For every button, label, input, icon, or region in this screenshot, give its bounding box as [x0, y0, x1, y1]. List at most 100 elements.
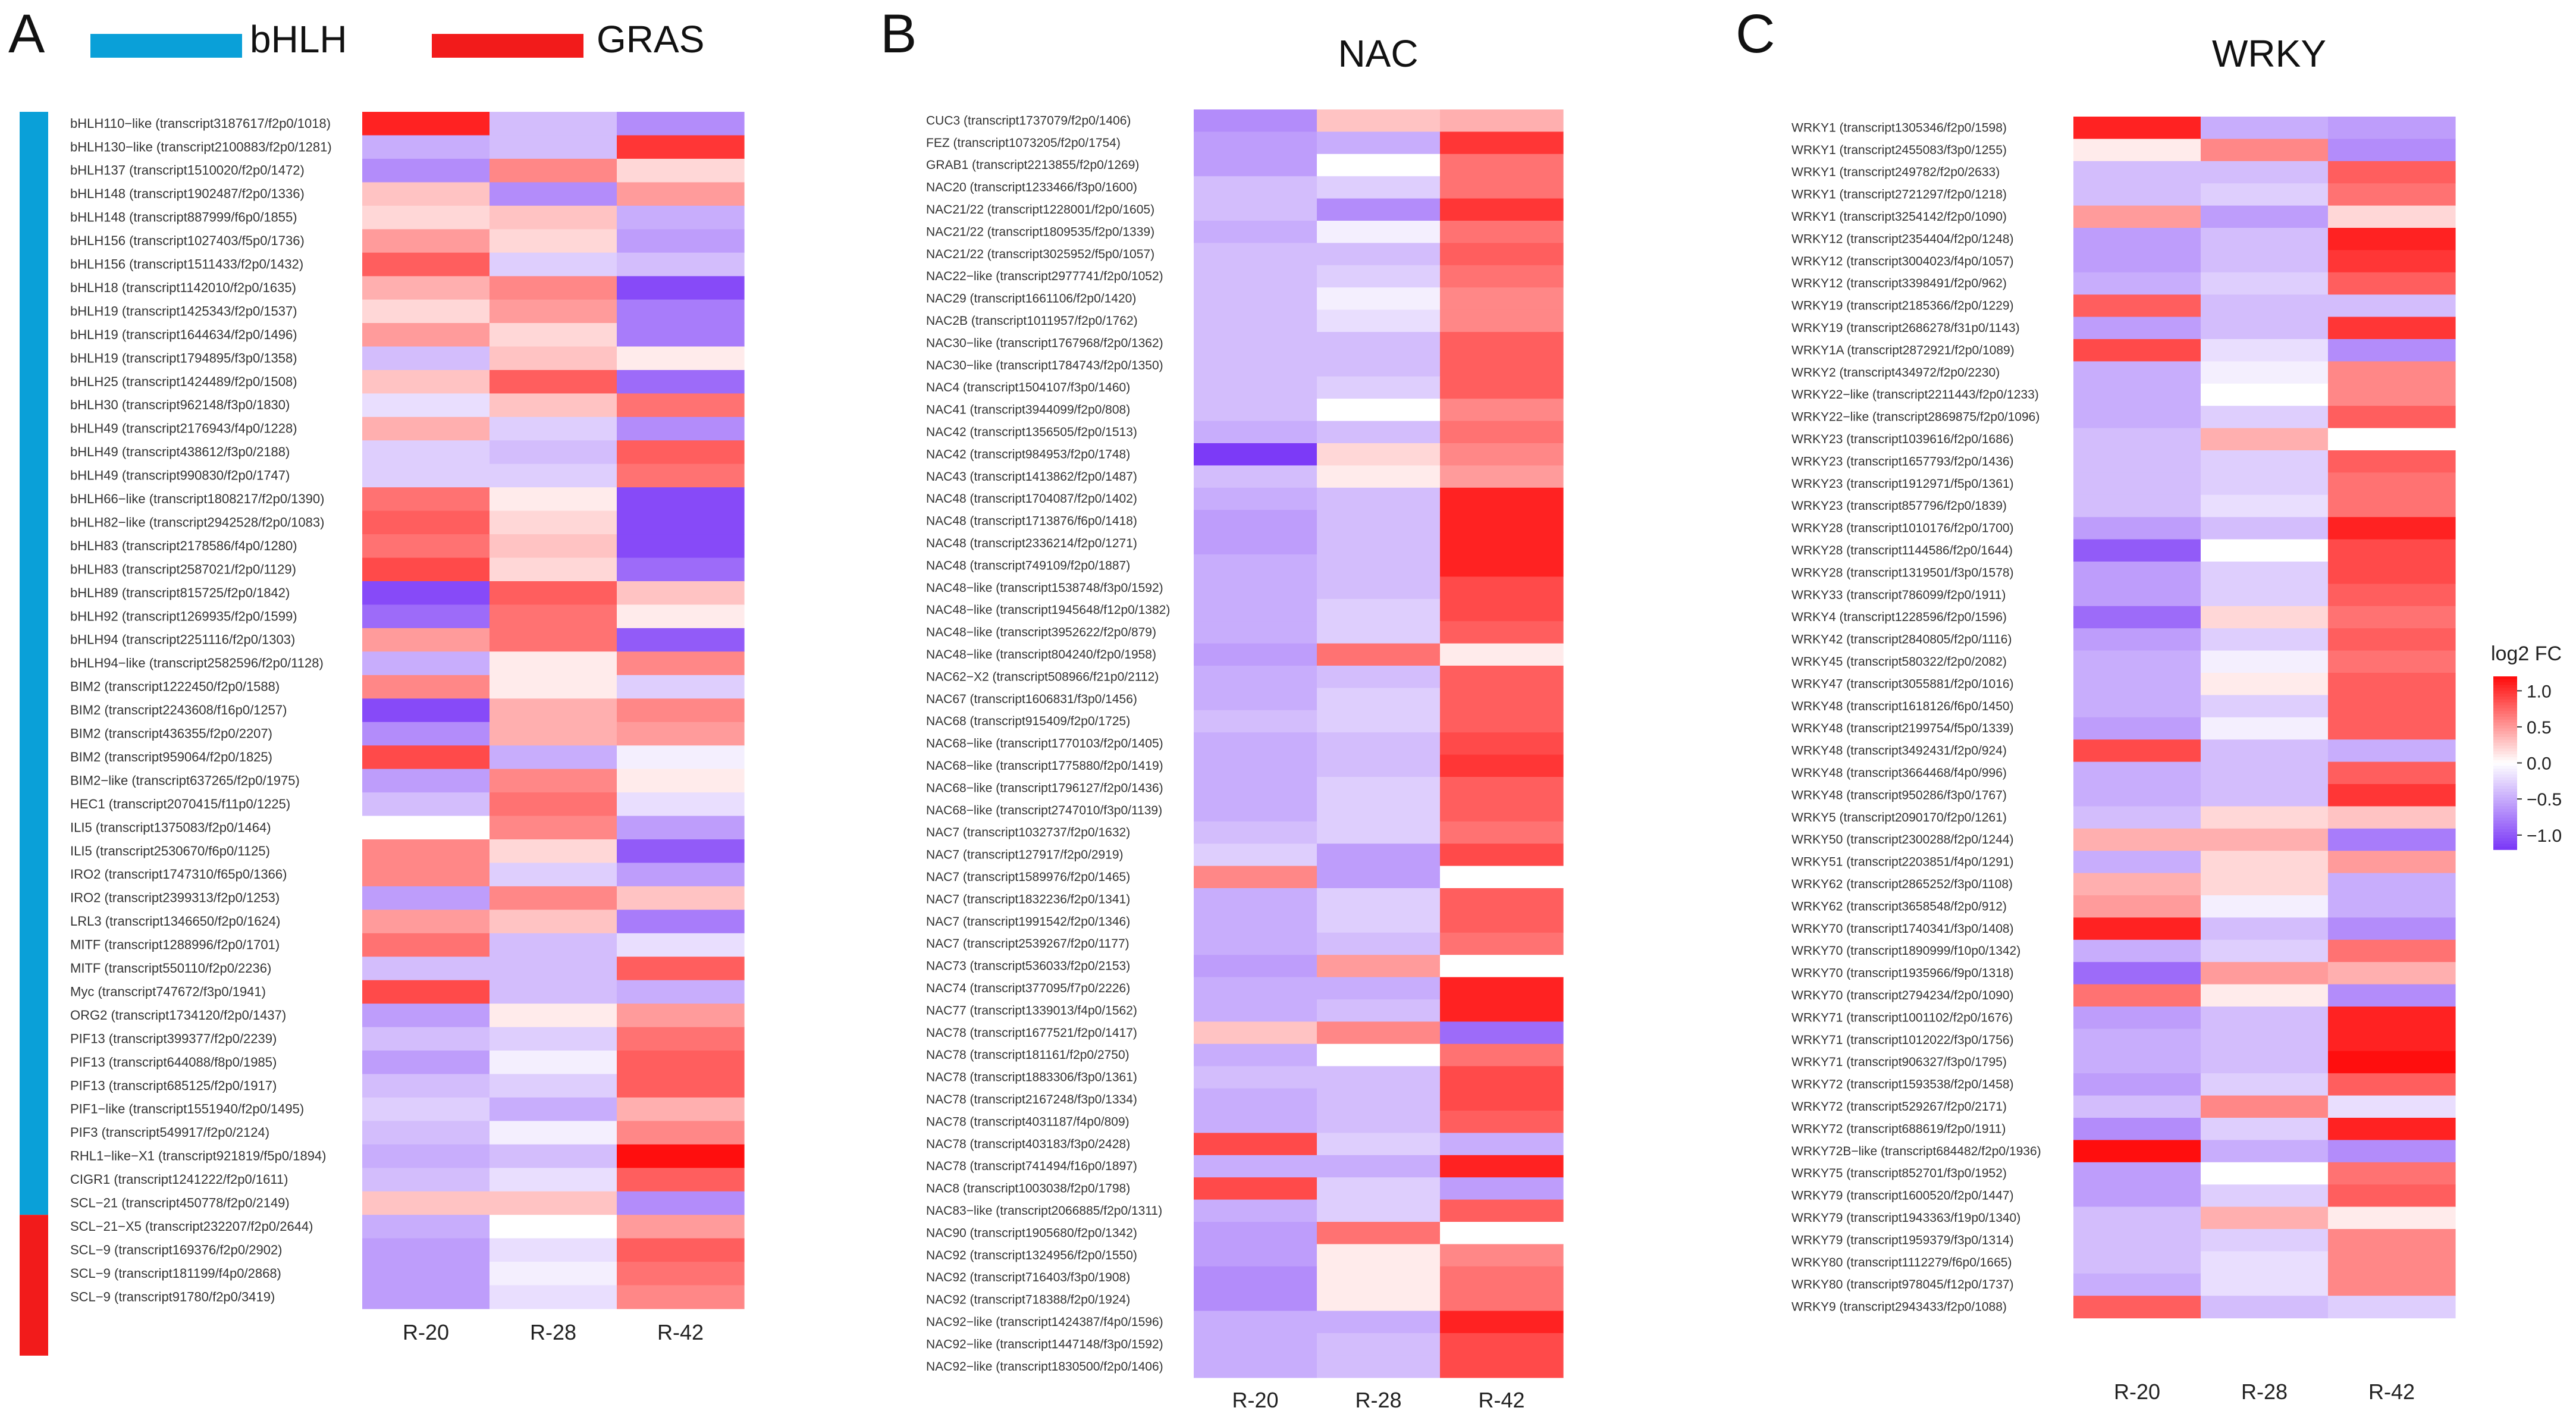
heatmap-cell — [490, 604, 617, 629]
heatmap-cell — [1194, 153, 1317, 177]
row-label: bHLH66−like (transcript1808217/f2p0/1390… — [70, 491, 324, 506]
row-label: bHLH49 (transcript2176943/f4p0/1228) — [70, 421, 297, 436]
heatmap-cell — [490, 910, 617, 934]
row-label: NAC48−like (transcript804240/f2p0/1958) — [926, 648, 1156, 661]
heatmap-cell — [2201, 962, 2329, 985]
heatmap-cell — [2073, 650, 2201, 673]
colorbar-step — [2493, 725, 2517, 729]
heatmap-cell — [2328, 494, 2456, 518]
row-label: bHLH82−like (transcript2942528/f2p0/1083… — [70, 515, 324, 530]
heatmap-cell — [2073, 316, 2201, 340]
heatmap-cell — [617, 839, 745, 864]
heatmap-cell — [2328, 117, 2456, 139]
heatmap-cell — [490, 745, 617, 770]
heatmap-cell — [2328, 316, 2456, 340]
heatmap-cell — [1317, 576, 1441, 600]
heatmap-cell — [490, 276, 617, 300]
heatmap-cell — [1317, 1043, 1441, 1067]
heatmap-cell — [1317, 844, 1441, 867]
heatmap-cell — [1194, 354, 1317, 377]
heatmap-cell — [2201, 761, 2329, 785]
heatmap-cell — [362, 863, 490, 887]
heatmap-cell — [1317, 1133, 1441, 1156]
heatmap-cell — [2073, 139, 2201, 162]
row-label: NAC7 (transcript2539267/f2p0/1177) — [926, 937, 1129, 951]
panel-letter-b: B — [880, 4, 917, 64]
colorbar-step — [2493, 809, 2517, 813]
row-label: NAC48 (transcript1713876/f6p0/1418) — [926, 515, 1137, 528]
row-label: WRKY80 (transcript978045/f12p0/1737) — [1791, 1278, 2014, 1291]
heatmap-cell — [490, 651, 617, 676]
colorbar-step — [2493, 786, 2517, 789]
heatmap-cell — [617, 651, 745, 676]
heatmap-cell — [362, 1097, 490, 1121]
heatmap-cell — [2201, 161, 2329, 184]
heatmap-cell — [362, 557, 490, 582]
heatmap-cell — [490, 1191, 617, 1215]
heatmap-cell — [617, 1097, 745, 1121]
row-label: WRKY23 (transcript1657793/f2p0/1436) — [1791, 454, 2014, 468]
row-label: FEZ (transcript1073205/f2p0/1754) — [926, 136, 1121, 150]
heatmap-cell — [1317, 1355, 1441, 1378]
heatmap-cell — [362, 1027, 490, 1051]
heatmap-cell — [362, 933, 490, 957]
heatmap-cell — [2073, 584, 2201, 607]
heatmap-cell — [2073, 1162, 2201, 1185]
heatmap-cell — [362, 628, 490, 652]
row-label: WRKY72B−like (transcript684482/f2p0/1936… — [1791, 1145, 2041, 1158]
heatmap-cell — [1194, 576, 1317, 600]
heatmap-cell — [1317, 421, 1441, 444]
colorbar-step — [2493, 806, 2517, 810]
heatmap-cell — [1440, 932, 1564, 955]
colorbar-step — [2493, 823, 2517, 827]
heatmap-cell — [362, 1051, 490, 1075]
heatmap-cell — [490, 1238, 617, 1262]
heatmap-cell — [617, 440, 745, 465]
heatmap-cell — [2073, 562, 2201, 584]
heatmap-cell — [1440, 1066, 1564, 1089]
heatmap-cell — [490, 957, 617, 981]
heatmap-cell — [1317, 821, 1441, 844]
row-label: PIF13 (transcript685125/f2p0/1917) — [70, 1078, 277, 1093]
heatmap-cell — [2201, 339, 2329, 362]
colorbar-step — [2493, 719, 2517, 723]
colorbar-step — [2493, 800, 2517, 804]
heatmap-cell — [2073, 1206, 2201, 1230]
row-label: WRKY23 (transcript1039616/f2p0/1686) — [1791, 432, 2014, 446]
heatmap-cell — [362, 816, 490, 840]
heatmap-cell — [362, 1238, 490, 1262]
heatmap-cell — [1194, 621, 1317, 644]
heatmap-cell — [2073, 1273, 2201, 1296]
heatmap-cell — [490, 440, 617, 465]
heatmap-cell — [490, 628, 617, 652]
row-label: NAC7 (transcript1589976/f2p0/1465) — [926, 870, 1130, 884]
heatmap-cell — [2073, 1095, 2201, 1118]
heatmap-cell — [1194, 131, 1317, 155]
row-label: WRKY12 (transcript2354404/f2p0/1248) — [1791, 232, 2014, 246]
colorbar-step — [2493, 774, 2517, 778]
heatmap-cell — [2201, 606, 2329, 629]
colorbar-step — [2493, 838, 2517, 842]
heatmap-cell — [2073, 339, 2201, 362]
heatmap-cell — [490, 675, 617, 699]
colorbar-step — [2493, 694, 2517, 697]
heatmap-cell — [1317, 198, 1441, 221]
heatmap-cell — [1317, 688, 1441, 711]
heatmap-cell — [1440, 465, 1564, 488]
heatmap-cell — [617, 581, 745, 606]
heatmap-cell — [2328, 1162, 2456, 1185]
colorbar-step — [2493, 757, 2517, 761]
heatmap-cell — [2328, 1229, 2456, 1252]
row-label: NAC22−like (transcript2977741/f2p0/1052) — [926, 269, 1163, 283]
heatmap-cell — [1440, 176, 1564, 199]
colorbar-step — [2493, 731, 2517, 735]
heatmap-cell — [2073, 428, 2201, 451]
heatmap-cell — [2073, 851, 2201, 874]
heatmap-cell — [1194, 487, 1317, 510]
heatmap-cell — [2201, 1073, 2329, 1096]
colorbar-step — [2493, 697, 2517, 700]
heatmap-cell — [490, 1144, 617, 1168]
row-label: BIM2 (transcript959064/f2p0/1825) — [70, 750, 272, 764]
heatmap-cell — [2201, 873, 2329, 896]
